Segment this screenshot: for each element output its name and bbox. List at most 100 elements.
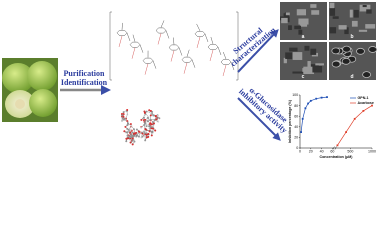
bond [191,59,196,68]
ring [207,44,219,50]
y-tick-label: 80 [294,104,298,108]
bond [210,36,214,45]
point [301,117,304,120]
legend-label: Acarbose [358,101,374,105]
y-tick-label: 40 [294,125,298,129]
axis-break [332,146,337,150]
texture [358,29,368,32]
bond [157,33,162,45]
bond [209,49,214,62]
texture [365,24,376,29]
x-tick-label: 20 [309,150,313,154]
bond [118,35,123,47]
texture [285,52,293,59]
texture [310,48,317,55]
x-tick-label: 1000 [368,150,376,154]
point [300,131,302,133]
texture [332,16,339,19]
texture [283,57,287,64]
point [353,117,356,120]
bond [131,47,136,59]
texture [342,45,351,53]
texture [359,4,371,12]
bond [186,49,190,57]
series-line [300,96,328,133]
ring [168,44,180,51]
bond [165,30,170,39]
x-tick-label: 0 [299,150,301,154]
bond [223,51,227,60]
series-line [337,105,373,146]
bond [160,20,165,28]
y-tick-label: 20 [294,136,298,140]
texture [362,5,367,8]
atom [154,115,157,118]
chemical-structure [109,11,239,81]
y-axis-label: Inhibition percentage (%) [288,99,292,143]
bond [173,37,175,45]
point [309,99,312,102]
bond [196,23,201,32]
graphical-abstract: Purification Identification Structural c… [2,2,378,159]
texture [289,47,298,52]
point [362,110,365,112]
point [315,97,318,100]
bond [230,61,235,71]
arrow [237,97,281,141]
texture [312,66,323,73]
point [326,96,328,99]
arrow [237,29,279,73]
bond [222,64,227,77]
texture [366,9,372,14]
bond [178,47,183,56]
texture [292,71,304,74]
texture [362,71,372,79]
sem-images: a b c d [280,2,378,80]
bond [132,34,136,42]
guava-photo [2,58,58,122]
texture [329,2,335,9]
texture [281,17,288,24]
texture [302,68,310,72]
texture [331,47,341,55]
texture [288,25,292,31]
point [371,104,373,107]
step-label: Identification [61,78,108,87]
ring [194,31,206,37]
texture [329,7,336,16]
bond [152,60,157,69]
texture [338,25,347,30]
bond [144,63,149,75]
ring [129,41,141,48]
texture [353,9,359,18]
ring [220,59,232,65]
bond [183,62,188,74]
texture [283,13,288,17]
atom [126,134,129,137]
molecular-model [121,109,161,146]
page: Purification Identification Structural c… [2,2,378,159]
ring [142,57,154,64]
texture [310,4,317,8]
bond [126,32,131,42]
ring [181,56,193,63]
texture [304,45,310,51]
texture [351,20,358,27]
point [336,144,339,147]
texture [298,18,309,25]
texture [329,27,337,34]
texture [315,63,324,66]
texture [307,61,311,68]
x-tick-label: 500 [347,150,353,154]
point [320,96,323,99]
texture [344,27,349,35]
texture [292,52,303,60]
y-tick-label: 0 [296,146,298,150]
texture [349,9,353,18]
ring [155,27,167,34]
x-axis-label: Concentration (μM) [320,155,354,159]
y-tick-label: 100 [292,93,298,97]
x-tick-label: 40 [320,150,324,154]
texture [311,10,320,15]
